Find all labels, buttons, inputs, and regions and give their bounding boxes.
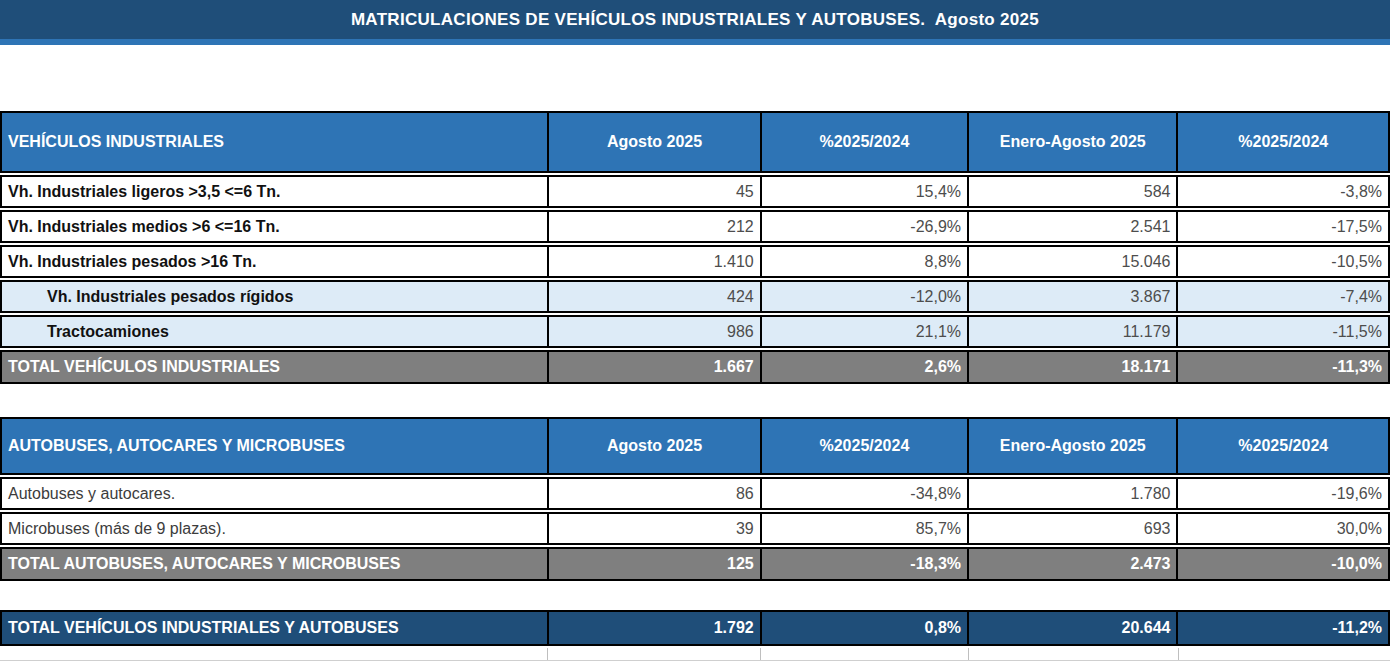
page-title: MATRICULACIONES DE VEHÍCULOS INDUSTRIALE… bbox=[351, 10, 1039, 30]
cell-value: -26,9% bbox=[760, 212, 967, 241]
cell-value: 986 bbox=[547, 317, 759, 346]
total-label: TOTAL VEHÍCULOS INDUSTRIALES bbox=[2, 352, 547, 382]
total-value: 1.667 bbox=[547, 352, 759, 382]
cell-value: 1.780 bbox=[967, 479, 1176, 508]
spacer bbox=[0, 386, 1390, 417]
cell-value: -11,5% bbox=[1176, 317, 1388, 346]
column-header-enero-agosto: Enero-Agosto 2025 bbox=[967, 113, 1176, 171]
cell-value: 1.410 bbox=[547, 247, 759, 276]
cell-value: 86 bbox=[547, 479, 759, 508]
table-subrow: Vh. Industriales pesados rígidos 424 -12… bbox=[0, 280, 1390, 313]
table-header-row: AUTOBUSES, AUTOCARES Y MICROBUSES Agosto… bbox=[0, 417, 1390, 475]
grand-total-value: 0,8% bbox=[760, 612, 967, 644]
cell-value: 424 bbox=[547, 282, 759, 311]
table-row: Autobuses y autocares. 86 -34,8% 1.780 -… bbox=[0, 477, 1390, 510]
grand-total-value: 20.644 bbox=[967, 612, 1176, 644]
column-header-enero-agosto: Enero-Agosto 2025 bbox=[967, 419, 1176, 473]
row-label: Tractocamiones bbox=[2, 317, 547, 346]
cell-value: -10,5% bbox=[1176, 247, 1388, 276]
row-label: Vh. Industriales medios >6 <=16 Tn. bbox=[2, 212, 547, 241]
table-header-row: VEHÍCULOS INDUSTRIALES Agosto 2025 %2025… bbox=[0, 111, 1390, 173]
total-value: -10,0% bbox=[1176, 549, 1388, 579]
row-label: Vh. Industriales pesados >16 Tn. bbox=[2, 247, 547, 276]
total-value: 2,6% bbox=[760, 352, 967, 382]
cell-value: 15.046 bbox=[967, 247, 1176, 276]
column-header-pct-month: %2025/2024 bbox=[760, 419, 967, 473]
cell-value: 21,1% bbox=[760, 317, 967, 346]
cell-value: 3.867 bbox=[967, 282, 1176, 311]
spacer bbox=[0, 583, 1390, 610]
column-header-pct-ytd: %2025/2024 bbox=[1176, 419, 1388, 473]
table-total-row: TOTAL VEHÍCULOS INDUSTRIALES 1.667 2,6% … bbox=[0, 350, 1390, 384]
industrial-vehicles-table: VEHÍCULOS INDUSTRIALES Agosto 2025 %2025… bbox=[0, 111, 1390, 384]
grand-total-value: 1.792 bbox=[547, 612, 759, 644]
gridline-cell bbox=[760, 648, 968, 660]
cell-value: 85,7% bbox=[760, 514, 967, 543]
total-value: -11,3% bbox=[1176, 352, 1388, 382]
cell-value: -17,5% bbox=[1176, 212, 1388, 241]
cell-value: 212 bbox=[547, 212, 759, 241]
cell-value: -19,6% bbox=[1176, 479, 1388, 508]
table-row: Vh. Industriales ligeros >3,5 <=6 Tn. 45… bbox=[0, 175, 1390, 208]
gridline-cell bbox=[968, 648, 1178, 660]
cell-value: -7,4% bbox=[1176, 282, 1388, 311]
report-title-bar: MATRICULACIONES DE VEHÍCULOS INDUSTRIALE… bbox=[0, 0, 1390, 45]
cell-value: -12,0% bbox=[760, 282, 967, 311]
row-label: Vh. Industriales pesados rígidos bbox=[2, 282, 547, 311]
row-label: Vh. Industriales ligeros >3,5 <=6 Tn. bbox=[2, 177, 547, 206]
cell-value: 45 bbox=[547, 177, 759, 206]
table-title: AUTOBUSES, AUTOCARES Y MICROBUSES bbox=[2, 419, 547, 473]
table-total-row: TOTAL AUTOBUSES, AUTOCARES Y MICROBUSES … bbox=[0, 547, 1390, 581]
cell-value: 39 bbox=[547, 514, 759, 543]
row-label: Microbuses (más de 9 plazas). bbox=[2, 514, 547, 543]
table-row: Vh. Industriales medios >6 <=16 Tn. 212 … bbox=[0, 210, 1390, 243]
cell-value: 2.541 bbox=[967, 212, 1176, 241]
buses-table: AUTOBUSES, AUTOCARES Y MICROBUSES Agosto… bbox=[0, 417, 1390, 581]
empty-gridline-row bbox=[0, 648, 1390, 661]
spacer bbox=[0, 45, 1390, 111]
table-row: Microbuses (más de 9 plazas). 39 85,7% 6… bbox=[0, 512, 1390, 545]
row-label: Autobuses y autocares. bbox=[2, 479, 547, 508]
cell-value: 8,8% bbox=[760, 247, 967, 276]
table-title: VEHÍCULOS INDUSTRIALES bbox=[2, 113, 547, 171]
total-value: 2.473 bbox=[967, 549, 1176, 579]
cell-value: 584 bbox=[967, 177, 1176, 206]
cell-value: -34,8% bbox=[760, 479, 967, 508]
column-header-pct-ytd: %2025/2024 bbox=[1176, 113, 1388, 171]
total-label: TOTAL AUTOBUSES, AUTOCARES Y MICROBUSES bbox=[2, 549, 547, 579]
cell-value: 30,0% bbox=[1176, 514, 1388, 543]
grand-total-value: -11,2% bbox=[1176, 612, 1388, 644]
column-header-agosto: Agosto 2025 bbox=[547, 113, 759, 171]
grand-total-row: TOTAL VEHÍCULOS INDUSTRIALES Y AUTOBUSES… bbox=[0, 610, 1390, 646]
gridline-cell bbox=[0, 648, 547, 660]
cell-value: 693 bbox=[967, 514, 1176, 543]
gridline-cell bbox=[1178, 648, 1390, 660]
table-subrow: Tractocamiones 986 21,1% 11.179 -11,5% bbox=[0, 315, 1390, 348]
table-row: Vh. Industriales pesados >16 Tn. 1.410 8… bbox=[0, 245, 1390, 278]
grand-total-label: TOTAL VEHÍCULOS INDUSTRIALES Y AUTOBUSES bbox=[2, 612, 547, 644]
grand-total-table: TOTAL VEHÍCULOS INDUSTRIALES Y AUTOBUSES… bbox=[0, 610, 1390, 646]
cell-value: 11.179 bbox=[967, 317, 1176, 346]
cell-value: -3,8% bbox=[1176, 177, 1388, 206]
column-header-agosto: Agosto 2025 bbox=[547, 419, 759, 473]
total-value: -18,3% bbox=[760, 549, 967, 579]
column-header-pct-month: %2025/2024 bbox=[760, 113, 967, 171]
total-value: 125 bbox=[547, 549, 759, 579]
gridline-cell bbox=[547, 648, 760, 660]
total-value: 18.171 bbox=[967, 352, 1176, 382]
cell-value: 15,4% bbox=[760, 177, 967, 206]
